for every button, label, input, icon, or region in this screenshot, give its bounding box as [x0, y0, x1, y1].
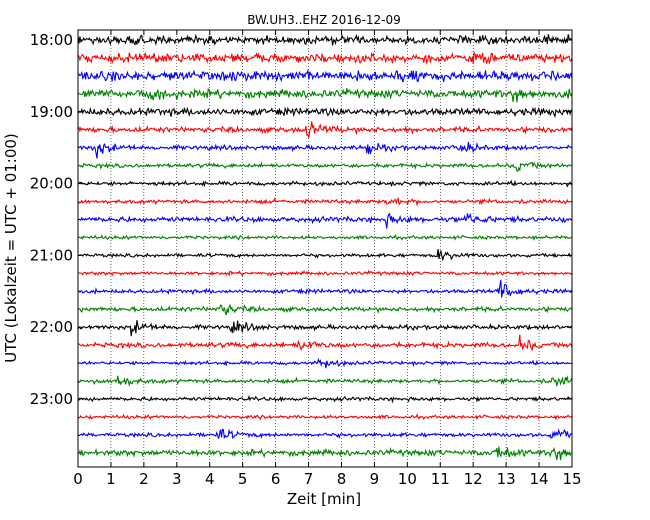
x-tick-label-1: 1 [106, 470, 116, 488]
trace-2030 [77, 212, 573, 229]
trace-2230 [77, 357, 573, 369]
x-tick-label-6: 6 [271, 470, 281, 488]
minute-grid [110, 30, 540, 467]
trace-2200 [77, 320, 573, 337]
trace-2215 [77, 334, 573, 352]
trace-2345 [77, 446, 573, 461]
x-tick-label-14: 14 [530, 470, 549, 488]
trace-2100 [77, 249, 573, 262]
y-tick-label-2: 20:00 [30, 175, 73, 193]
y-axis-ticks: 18:00 19:00 20:00 21:00 22:00 23:00 [30, 31, 572, 408]
trace-2000 [77, 179, 573, 188]
trace-2045 [77, 233, 573, 241]
trace-1945 [77, 161, 573, 172]
trace-1900 [77, 106, 573, 119]
y-tick-label-4: 22:00 [30, 318, 73, 336]
x-tick-label-4: 4 [205, 470, 215, 488]
x-tick-label-10: 10 [398, 470, 417, 488]
trace-layer [77, 33, 573, 461]
trace-2330 [77, 428, 573, 440]
y-axis-label: UTC (Lokalzeit = UTC + 01:00) [2, 133, 20, 363]
trace-1800 [77, 33, 573, 47]
chart-title: BW.UH3..EHZ 2016-12-09 [247, 13, 401, 27]
x-tick-label-5: 5 [238, 470, 248, 488]
x-tick-label-13: 13 [497, 470, 516, 488]
x-tick-label-15: 15 [562, 470, 581, 488]
x-tick-label-0: 0 [73, 470, 83, 488]
y-tick-label-3: 21:00 [30, 246, 73, 264]
x-tick-label-9: 9 [370, 470, 380, 488]
trace-2115 [77, 269, 573, 277]
trace-2300 [77, 394, 573, 404]
y-tick-label-0: 18:00 [30, 31, 73, 49]
x-axis-label: Zeit [min] [287, 490, 361, 508]
x-tick-label-3: 3 [172, 470, 182, 488]
x-tick-label-12: 12 [464, 470, 483, 488]
trace-1815 [77, 50, 573, 66]
trace-1930 [77, 141, 573, 159]
trace-1845 [77, 87, 573, 103]
x-axis-ticks: 0 1 2 3 4 5 6 7 8 9 10 11 12 13 14 15 [73, 30, 582, 488]
y-tick-label-1: 19:00 [30, 103, 73, 121]
y-tick-label-5: 23:00 [30, 390, 73, 408]
x-tick-label-8: 8 [337, 470, 347, 488]
plot-frame [77, 29, 573, 468]
trace-2015 [77, 197, 573, 207]
x-tick-label-7: 7 [304, 470, 314, 488]
trace-2145 [77, 303, 573, 316]
trace-2315 [77, 413, 573, 421]
trace-1830 [77, 68, 573, 83]
x-tick-label-2: 2 [139, 470, 149, 488]
trace-2245 [77, 375, 573, 388]
x-tick-label-11: 11 [431, 470, 450, 488]
trace-2130 [77, 279, 573, 298]
trace-1915 [77, 121, 573, 139]
